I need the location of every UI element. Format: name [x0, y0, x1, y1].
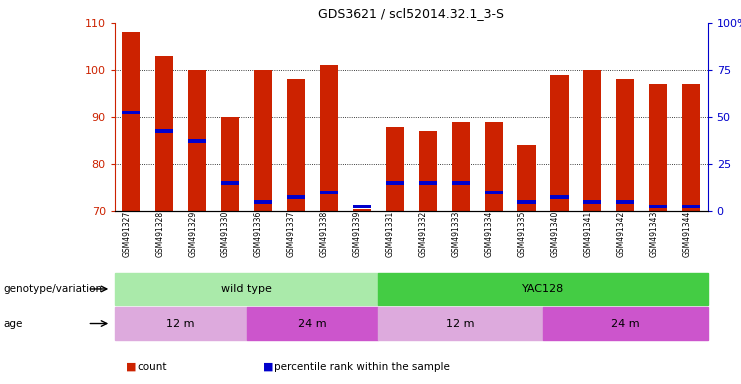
- Bar: [583, 200, 602, 204]
- Text: age: age: [4, 318, 23, 329]
- Bar: [617, 200, 634, 204]
- Text: GSM491330: GSM491330: [221, 210, 230, 257]
- Text: ■: ■: [263, 362, 273, 372]
- Bar: [221, 181, 239, 185]
- Text: GSM491342: GSM491342: [617, 210, 625, 257]
- Text: GSM491338: GSM491338: [320, 210, 329, 257]
- Bar: [485, 190, 502, 194]
- Bar: [353, 205, 371, 209]
- Bar: [122, 111, 140, 114]
- Bar: [386, 181, 404, 185]
- Bar: [287, 195, 305, 199]
- Bar: [649, 205, 668, 209]
- Bar: [188, 70, 206, 211]
- Text: 12 m: 12 m: [446, 318, 475, 329]
- Bar: [517, 200, 536, 204]
- Bar: [583, 70, 602, 211]
- Bar: [155, 56, 173, 211]
- Text: 24 m: 24 m: [298, 318, 327, 329]
- Text: GSM491327: GSM491327: [122, 210, 131, 257]
- Bar: [254, 70, 272, 211]
- Bar: [617, 79, 634, 211]
- Text: 24 m: 24 m: [611, 318, 639, 329]
- Text: GSM491337: GSM491337: [287, 210, 296, 257]
- Bar: [115, 307, 247, 340]
- Title: GDS3621 / scl52014.32.1_3-S: GDS3621 / scl52014.32.1_3-S: [318, 7, 505, 20]
- Bar: [320, 190, 338, 194]
- Bar: [386, 127, 404, 211]
- Bar: [485, 122, 502, 211]
- Bar: [682, 84, 700, 211]
- Bar: [320, 65, 338, 211]
- Text: 12 m: 12 m: [167, 318, 195, 329]
- Bar: [419, 181, 436, 185]
- Bar: [543, 307, 708, 340]
- Bar: [649, 84, 668, 211]
- Bar: [247, 307, 379, 340]
- Text: wild type: wild type: [221, 284, 272, 294]
- Text: GSM491331: GSM491331: [386, 210, 395, 257]
- Text: GSM491344: GSM491344: [682, 210, 691, 257]
- Text: GSM491336: GSM491336: [254, 210, 263, 257]
- Text: GSM491343: GSM491343: [649, 210, 658, 257]
- Text: genotype/variation: genotype/variation: [4, 284, 103, 294]
- Text: GSM491328: GSM491328: [156, 210, 165, 257]
- Bar: [379, 273, 708, 305]
- Bar: [551, 75, 568, 211]
- Bar: [188, 139, 206, 142]
- Text: count: count: [137, 362, 167, 372]
- Bar: [254, 200, 272, 204]
- Text: YAC128: YAC128: [522, 284, 564, 294]
- Bar: [221, 117, 239, 211]
- Bar: [517, 146, 536, 211]
- Bar: [451, 181, 470, 185]
- Bar: [287, 79, 305, 211]
- Text: GSM491339: GSM491339: [353, 210, 362, 257]
- Bar: [122, 33, 140, 211]
- Text: GSM491334: GSM491334: [485, 210, 494, 257]
- Text: GSM491329: GSM491329: [188, 210, 197, 257]
- Text: GSM491340: GSM491340: [551, 210, 559, 257]
- Bar: [115, 273, 379, 305]
- Text: GSM491333: GSM491333: [452, 210, 461, 257]
- Text: ■: ■: [126, 362, 136, 372]
- Bar: [451, 122, 470, 211]
- Bar: [353, 209, 371, 211]
- Text: GSM491332: GSM491332: [419, 210, 428, 257]
- Text: GSM491341: GSM491341: [583, 210, 592, 257]
- Bar: [155, 129, 173, 133]
- Text: percentile rank within the sample: percentile rank within the sample: [274, 362, 450, 372]
- Bar: [419, 131, 436, 211]
- Text: GSM491335: GSM491335: [517, 210, 527, 257]
- Bar: [379, 307, 543, 340]
- Bar: [551, 195, 568, 199]
- Bar: [682, 205, 700, 209]
